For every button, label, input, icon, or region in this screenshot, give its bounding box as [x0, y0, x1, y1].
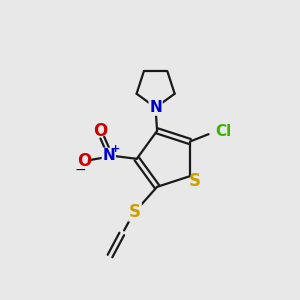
- Text: S: S: [129, 203, 141, 221]
- Text: N: N: [102, 148, 115, 164]
- Text: O: O: [77, 152, 92, 170]
- Text: N: N: [149, 100, 162, 115]
- Text: S: S: [189, 172, 201, 190]
- Text: Cl: Cl: [215, 124, 231, 139]
- Text: +: +: [111, 144, 120, 154]
- Text: O: O: [93, 122, 107, 140]
- Text: −: −: [75, 162, 87, 176]
